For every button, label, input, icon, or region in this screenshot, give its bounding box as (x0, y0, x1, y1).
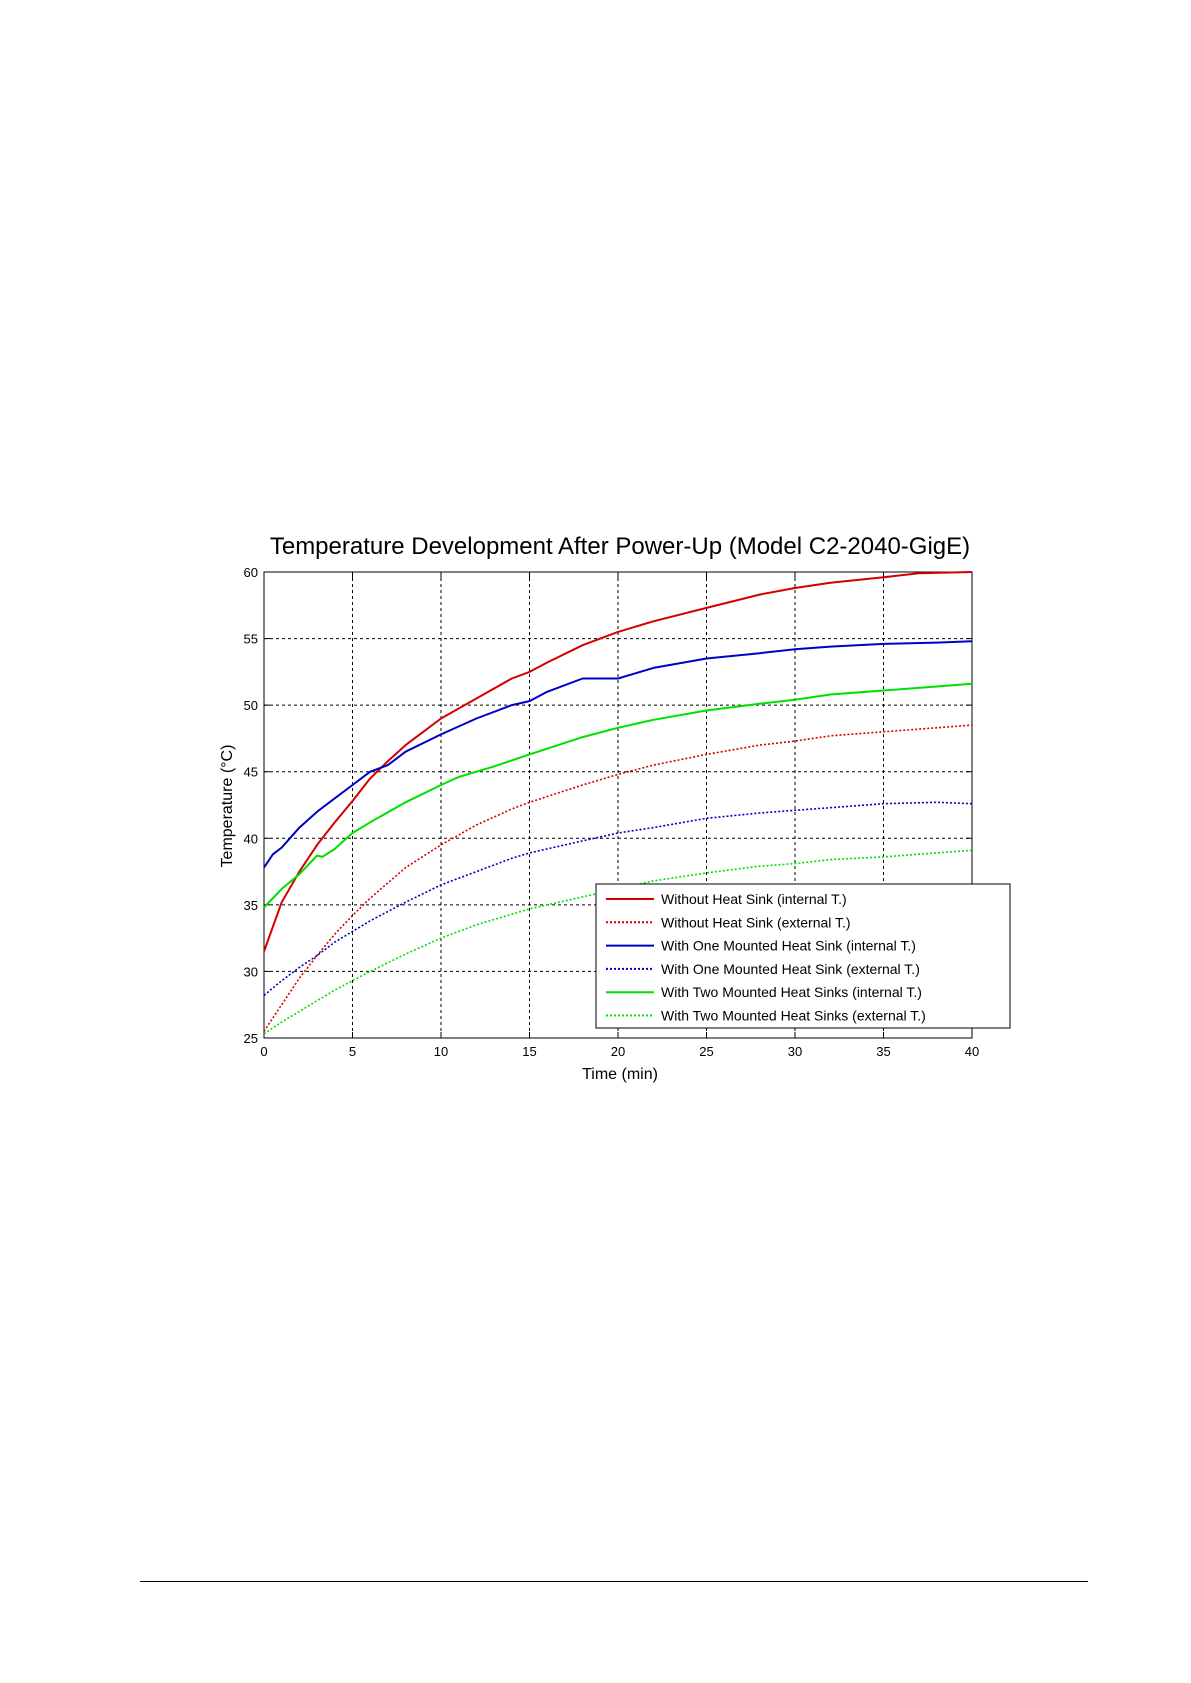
legend-entry: With Two Mounted Heat Sinks (external T.… (661, 1008, 926, 1024)
series-line-2 (263, 724, 973, 1032)
series-line-6 (263, 849, 973, 1035)
y-tick-label: 50 (244, 698, 258, 713)
legend: Without Heat Sink (internal T.) Without H… (595, 883, 1011, 1029)
y-tick-label: 25 (244, 1031, 258, 1046)
x-tick-label: 40 (965, 1044, 979, 1059)
series-line-5 (263, 682, 973, 909)
x-tick-label: 35 (876, 1044, 890, 1059)
chart-title: Temperature Development After Power-Up (… (270, 533, 970, 560)
y-tick-label: 45 (244, 765, 258, 780)
x-tick-label: 0 (260, 1044, 267, 1059)
legend-entry: With One Mounted Heat Sink (external T.) (661, 961, 920, 977)
footer-rule (140, 1581, 1088, 1582)
y-tick-label: 35 (244, 898, 258, 913)
x-tick-label: 10 (434, 1044, 448, 1059)
x-tick-label: 15 (522, 1044, 536, 1059)
axes: 0 5 10 15 20 25 30 35 40 25 30 35 40 45 50 55 60 (244, 565, 980, 1059)
x-tick-label: 20 (611, 1044, 625, 1059)
x-tick-label: 5 (349, 1044, 356, 1059)
y-tick-label: 40 (244, 831, 258, 846)
x-axis-label: Time (min) (582, 1066, 658, 1083)
legend-box (595, 883, 1011, 1029)
legend-entry: With Two Mounted Heat Sinks (internal T.… (661, 984, 922, 1000)
legend-entry: With One Mounted Heat Sink (internal T.) (661, 938, 916, 954)
series-lines (263, 571, 973, 1035)
series-line-4 (263, 801, 973, 997)
legend-entry: Without Heat Sink (external T.) (661, 914, 851, 930)
legend-entry: Without Heat Sink (internal T.) (661, 891, 847, 907)
series-line-3 (263, 640, 973, 869)
y-tick-label: 30 (244, 964, 258, 979)
y-tick-label: 60 (244, 565, 258, 580)
x-tick-label: 30 (788, 1044, 802, 1059)
y-axis-label: Temperature (°C) (219, 745, 236, 868)
y-tick-label: 55 (244, 632, 258, 647)
series-line-1 (263, 571, 973, 952)
x-tick-label: 25 (699, 1044, 713, 1059)
